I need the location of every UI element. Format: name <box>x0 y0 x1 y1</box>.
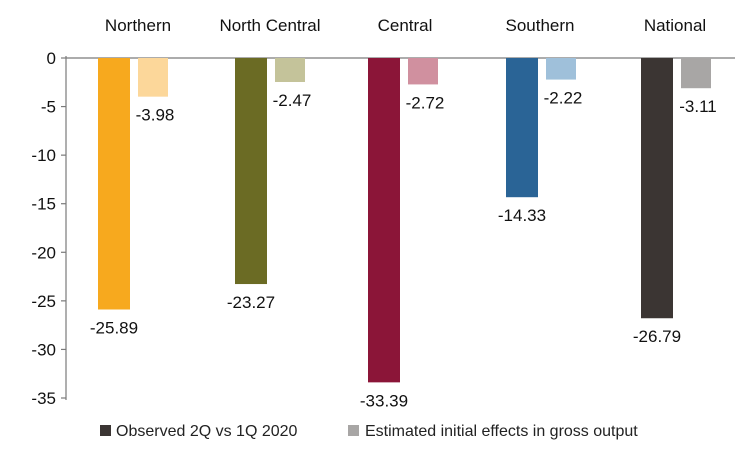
y-tick-label: -35 <box>31 389 56 408</box>
y-tick-label: -25 <box>31 292 56 311</box>
y-tick-label: -5 <box>41 98 56 117</box>
bar-observed <box>506 58 538 198</box>
data-label-observed: -25.89 <box>90 319 138 338</box>
data-label-observed: -14.33 <box>498 206 546 225</box>
data-label-estimated: -2.47 <box>273 91 312 110</box>
category-label: Northern <box>105 16 171 35</box>
legend-swatch-observed <box>100 425 111 436</box>
axis-layer: 0 -5 -10 -15 -20 -25 -30 -35 <box>31 49 735 408</box>
legend-label-estimated: Estimated initial effects in gross outpu… <box>365 423 638 440</box>
bar-estimated <box>138 58 168 97</box>
category-label: Southern <box>506 16 575 35</box>
legend: Observed 2Q vs 1Q 2020 Estimated initial … <box>100 423 638 440</box>
bar-estimated <box>408 58 438 85</box>
legend-label-observed: Observed 2Q vs 1Q 2020 <box>116 423 298 440</box>
y-tick-label: -20 <box>31 243 56 262</box>
bar-estimated <box>681 58 711 89</box>
category-label: National <box>644 16 706 35</box>
data-label-estimated: -2.22 <box>544 89 583 108</box>
legend-swatch-estimated <box>348 425 359 436</box>
data-label-estimated: -3.98 <box>136 106 175 125</box>
bar-estimated <box>275 58 305 82</box>
data-label-estimated: -2.72 <box>406 93 445 112</box>
category-label: Central <box>378 16 433 35</box>
data-label-observed: -26.79 <box>633 327 681 346</box>
data-label-observed: -23.27 <box>227 293 275 312</box>
y-tick-label: 0 <box>47 49 56 68</box>
bar-observed <box>98 58 130 310</box>
region-labels: Northern North Central Central Southern Nati… <box>105 16 706 35</box>
bar-observed <box>235 58 267 285</box>
bar-estimated <box>546 58 576 80</box>
y-tick-label: -10 <box>31 146 56 165</box>
bar-observed <box>368 58 400 383</box>
bars-layer <box>98 58 711 383</box>
bar-observed <box>641 58 673 319</box>
y-tick-label: -15 <box>31 195 56 214</box>
data-labels-layer: -25.89 -3.98 -23.27 -2.47 -33.39 -2.72 -14.33 -… <box>90 89 717 411</box>
data-label-estimated: -3.11 <box>679 97 717 116</box>
y-tick-label: -30 <box>31 340 56 359</box>
data-label-observed: -33.39 <box>360 391 408 410</box>
category-label: North Central <box>219 16 320 35</box>
